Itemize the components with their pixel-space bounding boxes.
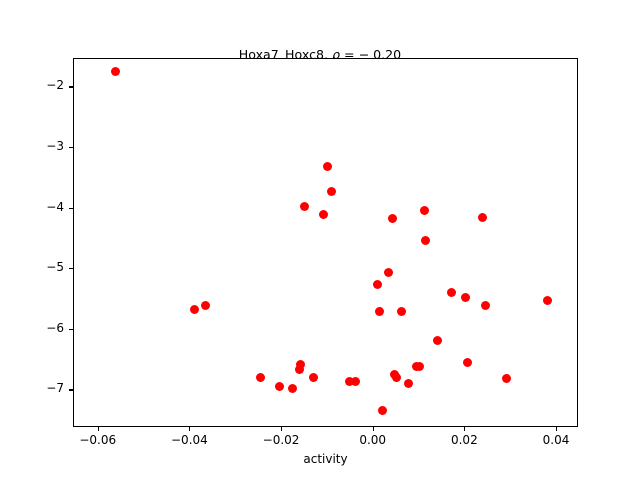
scatter-point <box>375 307 385 317</box>
y-tick-label: −4 <box>46 199 64 214</box>
y-tick-mark <box>69 328 73 330</box>
scatter-point <box>463 358 473 368</box>
scatter-point <box>299 201 309 211</box>
scatter-point <box>419 205 429 215</box>
scatter-point <box>387 214 397 224</box>
scatter-point <box>323 161 333 171</box>
scatter-point <box>190 305 200 315</box>
x-tick-mark <box>189 427 191 431</box>
y-tick-label: −7 <box>46 381 64 396</box>
x-tick-label: −0.04 <box>171 433 208 447</box>
x-tick-mark <box>372 427 374 431</box>
x-tick-label: 0.04 <box>542 433 570 447</box>
plot-area <box>73 58 578 427</box>
scatter-point <box>327 186 337 196</box>
y-tick-mark <box>69 147 73 149</box>
scatter-point <box>502 374 512 384</box>
scatter-point <box>372 279 382 289</box>
x-tick-label: 0.00 <box>359 433 387 447</box>
x-tick-label: −0.02 <box>262 433 300 447</box>
scatter-point <box>345 377 355 387</box>
scatter-point <box>421 235 431 245</box>
y-tick-label: −2 <box>46 78 64 93</box>
x-tick-label: −0.06 <box>79 433 117 447</box>
scatter-point <box>481 301 491 311</box>
scatter-point <box>392 372 402 382</box>
scatter-point <box>111 66 121 76</box>
x-tick-mark <box>97 427 99 431</box>
scatter-point <box>383 268 393 278</box>
scatter-point <box>478 213 488 223</box>
y-tick-mark <box>69 389 73 391</box>
scatter-point <box>274 382 284 392</box>
scatter-point <box>460 293 470 303</box>
x-tick-mark <box>556 427 558 431</box>
scatter-point <box>433 335 443 345</box>
scatter-point <box>295 360 305 370</box>
scatter-point <box>404 379 414 389</box>
x-tick-label: 0.02 <box>450 433 478 447</box>
y-tick-label: −6 <box>46 320 64 335</box>
scatter-point <box>415 361 425 371</box>
scatter-points-layer <box>74 59 577 426</box>
scatter-point <box>201 301 211 311</box>
scatter-point <box>377 405 387 415</box>
y-tick-mark <box>69 86 73 88</box>
y-tick-mark <box>69 207 73 209</box>
x-axis-label: activity <box>303 452 348 466</box>
x-tick-mark <box>281 427 283 431</box>
rho-symbol: ρ <box>332 47 341 62</box>
y-tick-label: −3 <box>46 139 64 154</box>
scatter-point <box>255 373 265 383</box>
scatter-point <box>309 373 319 383</box>
y-tick-mark <box>69 268 73 270</box>
x-tick-mark <box>464 427 466 431</box>
scatter-point <box>294 364 304 374</box>
scatter-point <box>350 377 360 387</box>
scatter-point <box>288 384 298 394</box>
scatter-point <box>318 209 328 219</box>
y-tick-label: −5 <box>46 260 64 275</box>
scatter-point <box>396 306 406 316</box>
scatter-point <box>446 288 456 298</box>
scatter-point <box>543 296 553 306</box>
